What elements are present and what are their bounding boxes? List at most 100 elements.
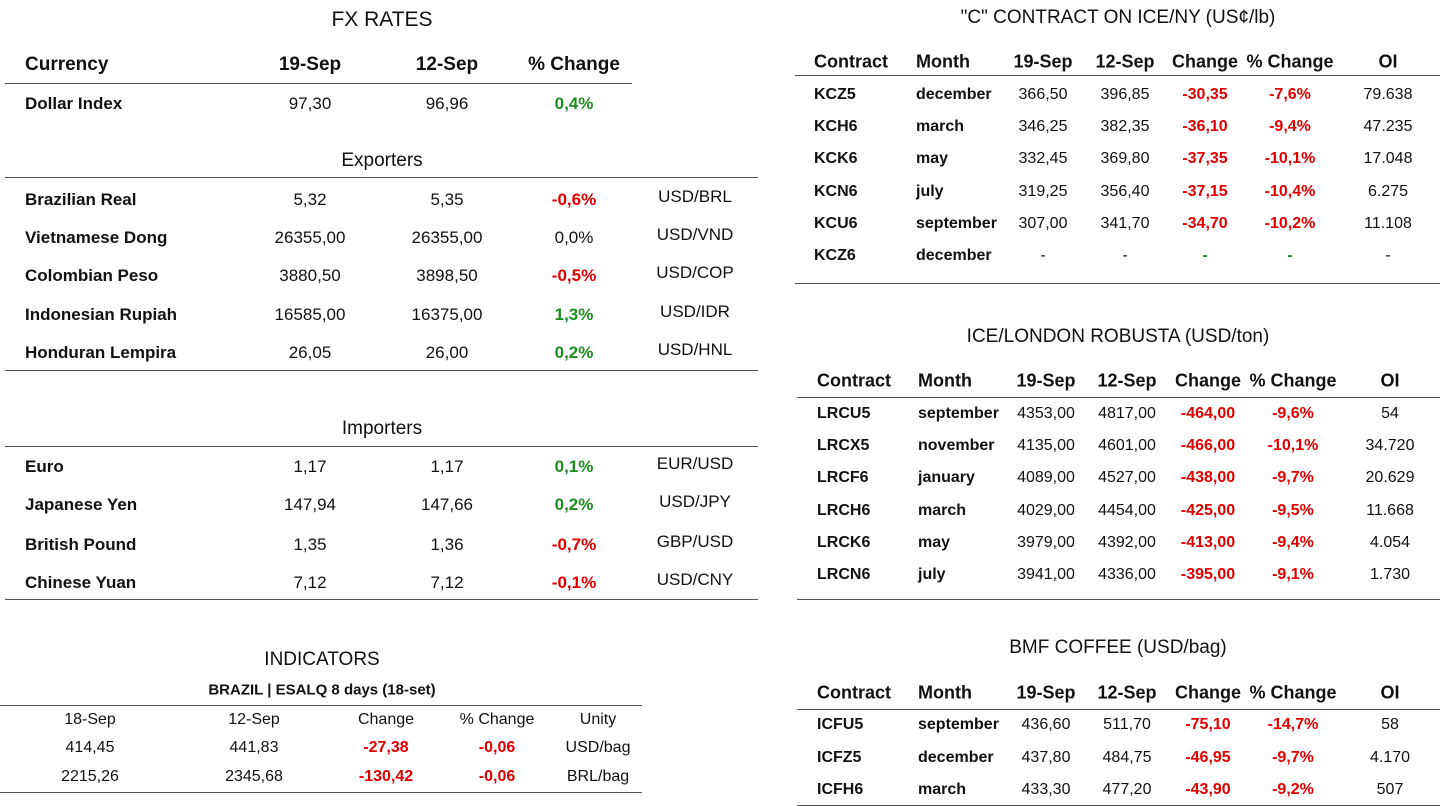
cell: 2215,26 [61, 768, 119, 785]
cell: LRCN6 [817, 566, 871, 583]
column-header: Currency [25, 54, 109, 75]
column-header: Month [918, 370, 972, 391]
cell: -9,5% [1272, 502, 1314, 519]
cell: 47.235 [1363, 118, 1413, 135]
cell: -0,7% [551, 535, 597, 554]
cell: 1,36 [430, 535, 464, 554]
cell: december [916, 86, 992, 103]
cell: 484,75 [1102, 749, 1152, 766]
cell: 414,45 [65, 739, 115, 756]
cell: 17.048 [1363, 150, 1413, 167]
cell: 366,50 [1018, 86, 1068, 103]
cell: -9,6% [1272, 405, 1314, 422]
column-header: 12-Sep [1097, 682, 1157, 703]
column-header: 12-Sep [1095, 51, 1155, 72]
cell: -37,15 [1182, 183, 1228, 200]
cell: KCZ6 [814, 247, 856, 264]
cell: - [1287, 247, 1293, 264]
cell: -10,1% [1264, 150, 1316, 167]
cell: USD/IDR [660, 302, 730, 321]
cell: -0,06 [478, 739, 516, 756]
cell: Indonesian Rupiah [25, 305, 178, 324]
cell: january [918, 469, 975, 486]
cell: -9,7% [1272, 749, 1314, 766]
cell: september [918, 716, 999, 733]
cell: 436,60 [1021, 716, 1071, 733]
section-title: "C" CONTRACT ON ICE/NY (US¢/lb) [960, 7, 1276, 28]
cell: december [918, 749, 994, 766]
cell: 3979,00 [1017, 534, 1075, 551]
cell: 507 [1376, 781, 1404, 798]
cell: 4527,00 [1098, 469, 1156, 486]
cell: 26,00 [425, 343, 469, 362]
cell: USD/bag [565, 739, 631, 756]
column-header: % Change [528, 54, 620, 75]
cell: -36,10 [1182, 118, 1228, 135]
cell: 147,66 [421, 495, 473, 514]
cell: 433,30 [1021, 781, 1071, 798]
cell: -0,06 [478, 768, 516, 785]
cell: july [916, 183, 944, 200]
cell: 4454,00 [1098, 502, 1156, 519]
cell: 16375,00 [411, 305, 483, 324]
cell: 26,05 [288, 343, 332, 362]
cell: 0,1% [554, 457, 594, 476]
cell: -75,10 [1185, 716, 1231, 733]
cell: 4029,00 [1017, 502, 1075, 519]
column-header: Unity [579, 711, 617, 728]
rule [5, 599, 758, 600]
cell: Japanese Yen [25, 495, 138, 514]
cell: -9,4% [1272, 534, 1314, 551]
section-title: FX RATES [331, 8, 433, 31]
cell: -464,00 [1180, 405, 1236, 422]
cell: LRCH6 [817, 502, 871, 519]
cell: 4817,00 [1098, 405, 1156, 422]
rule [5, 370, 758, 371]
cell: ICFH6 [817, 781, 864, 798]
cell: -395,00 [1180, 566, 1236, 583]
cell: 11.668 [1366, 502, 1414, 519]
column-header: % Change [1249, 682, 1337, 703]
cell: 1.730 [1369, 566, 1411, 583]
rule [0, 705, 642, 706]
cell: BRL/bag [566, 768, 630, 785]
cell: 341,70 [1100, 215, 1150, 232]
cell: -425,00 [1180, 502, 1236, 519]
cell: march [918, 781, 967, 798]
cell: 4392,00 [1098, 534, 1156, 551]
cell: may [916, 150, 949, 167]
cell: USD/COP [656, 263, 734, 282]
cell: 4336,00 [1098, 566, 1156, 583]
rule [0, 792, 642, 793]
cell: -9,2% [1272, 781, 1314, 798]
cell: may [918, 534, 951, 551]
cell: 4089,00 [1017, 469, 1075, 486]
cell: 307,00 [1018, 215, 1068, 232]
cell: 54 [1381, 405, 1399, 422]
cell: 332,45 [1018, 150, 1068, 167]
cell: - [1385, 247, 1391, 264]
column-header: OI [1378, 51, 1398, 72]
cell: 1,3% [554, 305, 594, 324]
cell: USD/VND [656, 225, 734, 244]
cell: Brazilian Real [25, 190, 137, 209]
cell: 96,96 [425, 94, 469, 113]
cell: december [916, 247, 992, 264]
cell: 437,80 [1021, 749, 1071, 766]
cell: 6.275 [1367, 183, 1409, 200]
cell: 382,35 [1100, 118, 1150, 135]
cell: -10,2% [1264, 215, 1316, 232]
column-header: Contract [814, 51, 889, 72]
cell: 26355,00 [274, 228, 346, 247]
cell: -7,6% [1269, 86, 1311, 103]
cell: 97,30 [288, 94, 332, 113]
cell: 11.108 [1364, 215, 1412, 232]
cell: 4.170 [1369, 749, 1411, 766]
column-header: OI [1380, 370, 1400, 391]
cell: Vietnamese Dong [25, 228, 168, 247]
column-header: 12-Sep [1097, 370, 1157, 391]
column-header: 12-Sep [228, 711, 280, 728]
cell: 4.054 [1369, 534, 1411, 551]
cell: -27,38 [363, 739, 409, 756]
cell: -0,1% [551, 573, 597, 592]
